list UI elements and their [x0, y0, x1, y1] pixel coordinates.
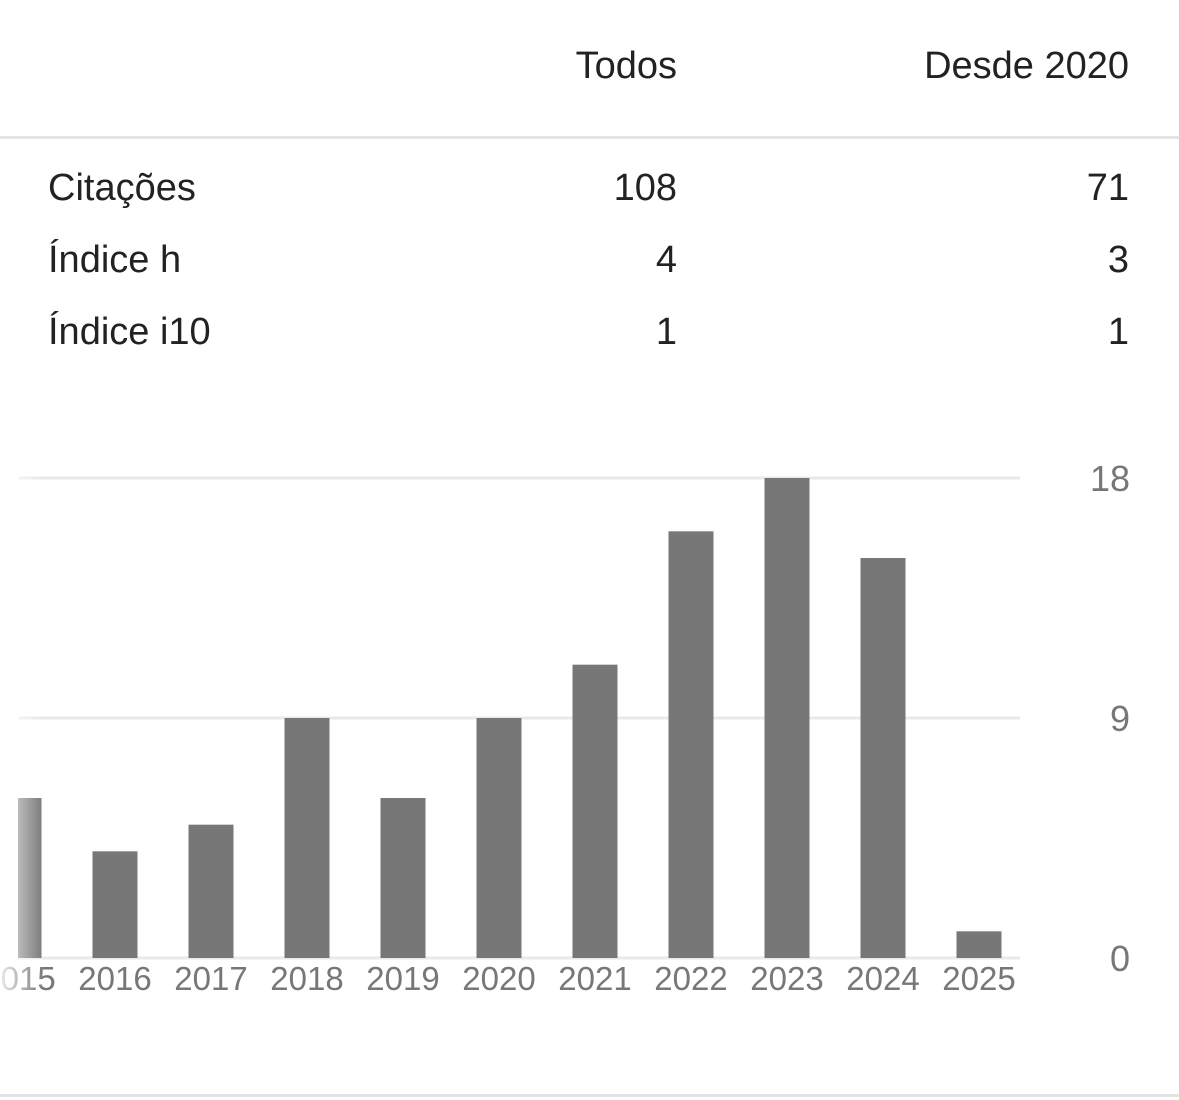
bar-2020[interactable]	[476, 718, 522, 958]
bar-2017[interactable]	[188, 824, 234, 958]
chart-left-fade	[0, 460, 44, 1020]
x-tick-label: 2016	[78, 960, 151, 997]
y-tick-label: 9	[1110, 698, 1130, 739]
column-header-since[interactable]: Desde 2020	[924, 45, 1129, 87]
x-tick-label: 2019	[366, 960, 439, 997]
stats-header: Todos Desde 2020	[0, 0, 1179, 138]
stat-row-citations: Citações 108 71	[0, 163, 1179, 213]
x-tick-label: 2022	[654, 960, 727, 997]
stat-label-h-index[interactable]: Índice h	[48, 239, 182, 281]
stat-i10-index-all: 1	[655, 311, 677, 353]
header-divider	[0, 136, 1179, 139]
stat-label-citations[interactable]: Citações	[48, 167, 196, 209]
column-header-all[interactable]: Todos	[575, 45, 677, 87]
stat-row-h-index: Índice h 4 3	[0, 235, 1179, 285]
citations-per-year-chart: 2015201620172018201920202021202220232024…	[0, 400, 1179, 1040]
stat-citations-since: 71	[1086, 167, 1129, 209]
x-tick-label: 2024	[846, 960, 919, 997]
y-tick-label: 0	[1110, 938, 1130, 979]
chart-svg: 2015201620172018201920202021202220232024…	[0, 458, 1130, 1020]
x-tick-label: 2020	[462, 960, 535, 997]
stat-h-index-all: 4	[655, 239, 677, 281]
bar-2019[interactable]	[380, 798, 426, 958]
bar-2018[interactable]	[284, 718, 330, 958]
y-tick-label: 18	[1090, 458, 1130, 499]
stat-row-i10-index: Índice i10 1 1	[0, 307, 1179, 357]
x-tick-label: 2018	[270, 960, 343, 997]
bar-2022[interactable]	[668, 531, 714, 958]
x-tick-label: 2017	[174, 960, 247, 997]
bar-2016[interactable]	[92, 851, 138, 958]
x-tick-label: 2021	[558, 960, 631, 997]
stat-label-i10-index[interactable]: Índice i10	[48, 311, 211, 353]
bottom-divider	[0, 1094, 1179, 1097]
chart-y-labels: 0 9 18	[1090, 458, 1130, 979]
bar-2024[interactable]	[860, 558, 906, 958]
x-tick-label: 2023	[750, 960, 823, 997]
chart-bars	[18, 478, 1002, 958]
bar-2025[interactable]	[956, 931, 1002, 958]
stat-citations-all: 108	[613, 167, 677, 209]
bar-2023[interactable]	[764, 478, 810, 958]
stat-h-index-since: 3	[1107, 239, 1129, 281]
stat-i10-index-since: 1	[1107, 311, 1129, 353]
chart-x-labels: 2015201620172018201920202021202220232024…	[0, 960, 1016, 997]
x-tick-label: 2025	[942, 960, 1015, 997]
bar-2021[interactable]	[572, 664, 618, 958]
